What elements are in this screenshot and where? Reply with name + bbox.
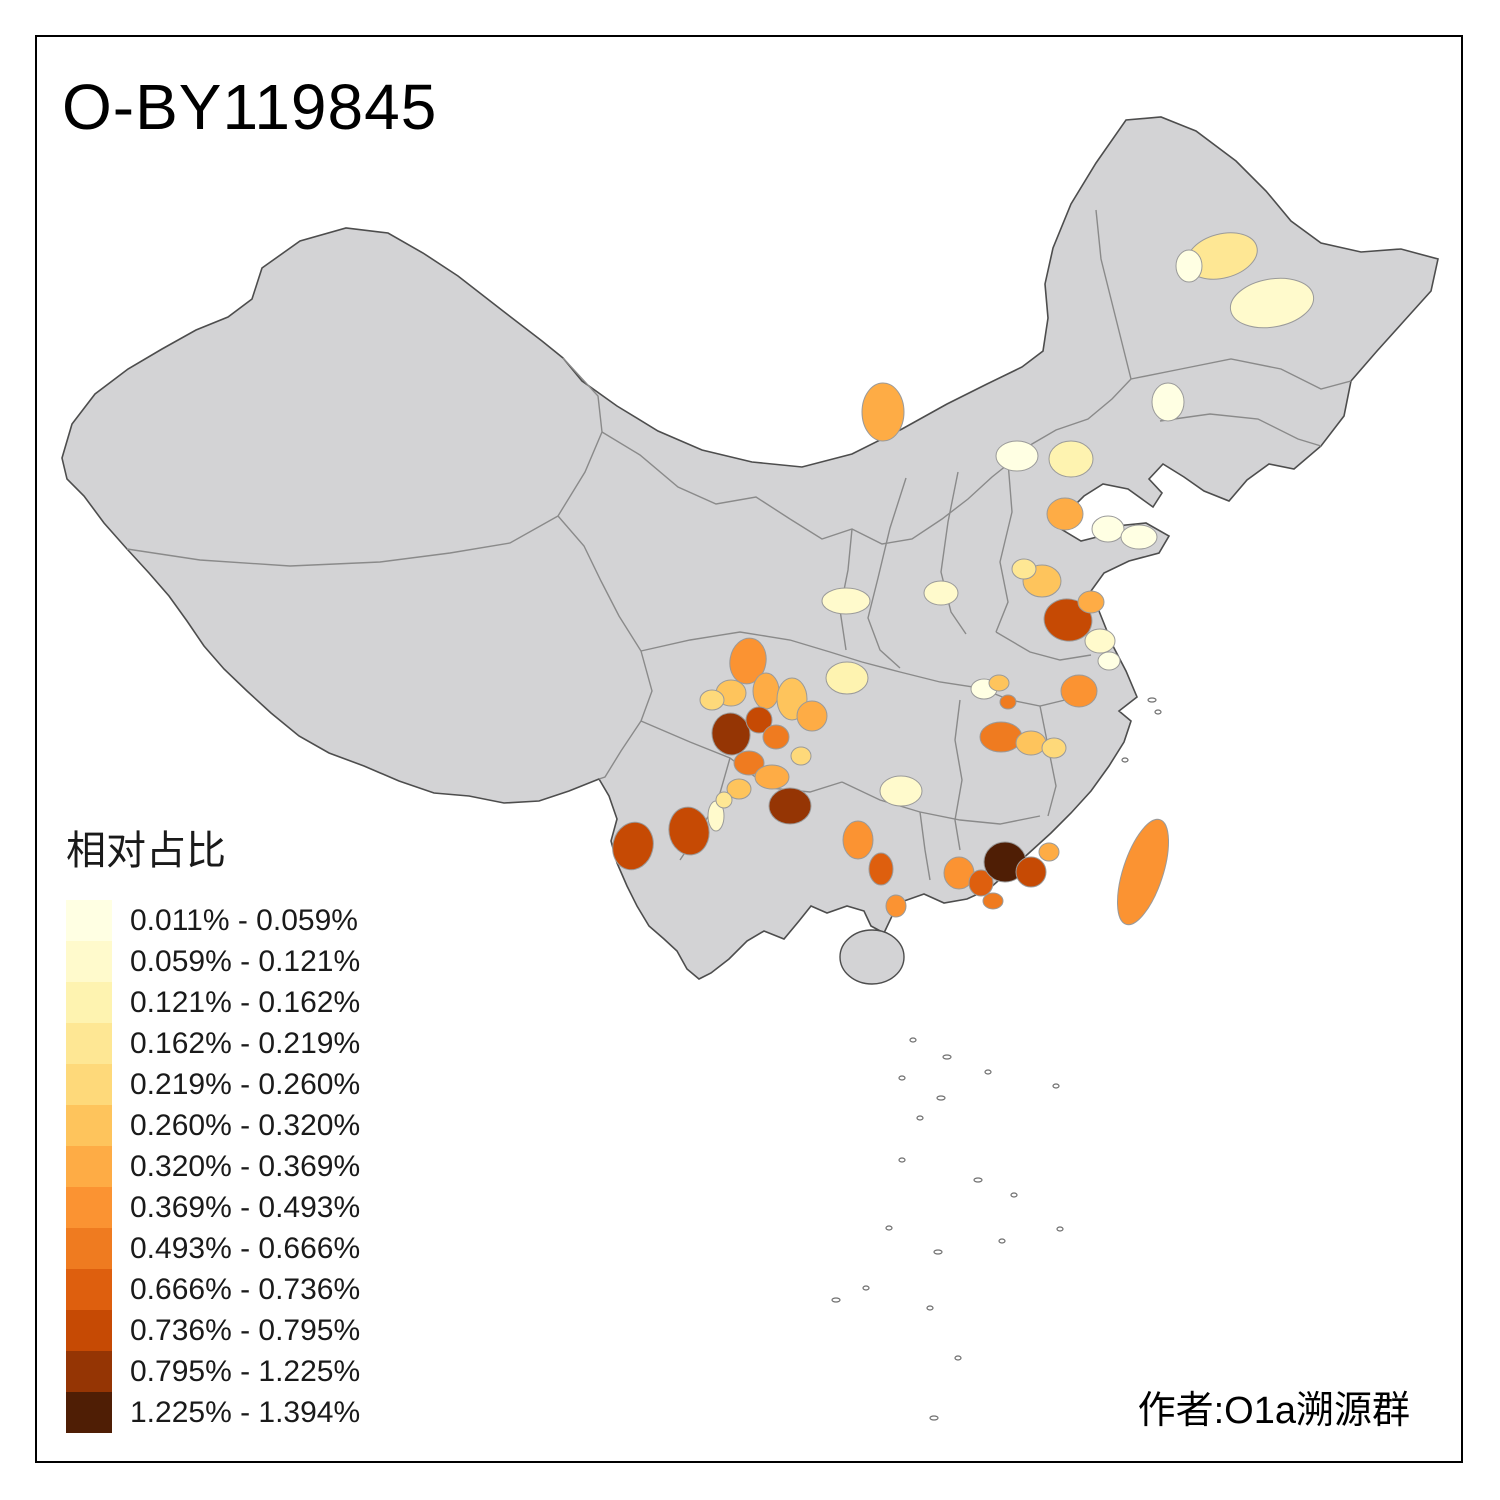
region-patch: [668, 806, 710, 856]
legend-row: 0.059% - 0.121%: [66, 941, 360, 982]
region-patch: [699, 689, 725, 711]
region-patch: [879, 775, 923, 807]
legend-swatch: [66, 941, 112, 982]
legend-row: 0.736% - 0.795%: [66, 1310, 360, 1351]
region-patch: [1060, 674, 1098, 708]
region-patch: [982, 892, 1004, 910]
region-patch: [821, 587, 871, 615]
region-patch: [1077, 590, 1105, 614]
figure-frame: [35, 35, 1463, 1463]
region-patch: [1038, 842, 1060, 862]
legend-swatch: [66, 1269, 112, 1310]
region-patch: [1175, 249, 1203, 283]
legend-label: 0.011% - 0.059%: [130, 903, 358, 937]
region-patch: [1097, 651, 1121, 671]
legend-swatch: [66, 1310, 112, 1351]
legend-label: 1.225% - 1.394%: [130, 1395, 361, 1429]
region-patch: [726, 778, 752, 800]
attribution: 作者:O1a溯源群: [1137, 1390, 1410, 1432]
legend-swatch: [66, 1023, 112, 1064]
legend-swatch: [66, 900, 112, 941]
legend-label: 0.493% - 0.666%: [130, 1231, 361, 1265]
legend-row: 0.121% - 0.162%: [66, 982, 360, 1023]
legend-label: 0.320% - 0.369%: [130, 1149, 361, 1183]
legend-swatch: [66, 1187, 112, 1228]
legend-swatch: [66, 1146, 112, 1187]
legend-row: 0.666% - 0.736%: [66, 1269, 360, 1310]
legend-swatch: [66, 982, 112, 1023]
region-patch: [999, 694, 1017, 710]
legend-row: 0.795% - 1.225%: [66, 1351, 360, 1392]
legend-swatch: [66, 1392, 112, 1433]
region-patch: [796, 700, 828, 732]
legend-row: 0.369% - 0.493%: [66, 1187, 360, 1228]
legend-swatch: [66, 1228, 112, 1269]
region-patch: [1151, 382, 1185, 422]
region-patch: [1046, 497, 1084, 531]
region-patch: [790, 746, 812, 766]
region-patch: [715, 791, 733, 809]
region-patch: [1229, 277, 1315, 329]
legend-swatch: [66, 1064, 112, 1105]
legend-row: 0.162% - 0.219%: [66, 1023, 360, 1064]
region-patch: [1048, 440, 1094, 478]
legend-row: 1.225% - 1.394%: [66, 1392, 360, 1433]
legend-label: 0.795% - 1.225%: [130, 1354, 361, 1388]
legend: 相对占比 0.011% - 0.059% 0.059% - 0.121% 0.1…: [66, 818, 360, 1433]
legend-row: 0.493% - 0.666%: [66, 1228, 360, 1269]
legend-row: 0.011% - 0.059%: [66, 900, 360, 941]
region-patch: [1041, 737, 1067, 759]
region-patch: [1011, 558, 1037, 580]
region-patch: [988, 674, 1010, 692]
region-patch: [1120, 524, 1158, 550]
legend-label: 0.260% - 0.320%: [130, 1108, 361, 1142]
region-patch: [762, 724, 790, 750]
region-patch: [711, 712, 751, 756]
region-patch: [825, 661, 869, 695]
region-patch: [745, 706, 773, 734]
region-patch: [979, 721, 1023, 753]
legend-row: 0.219% - 0.260%: [66, 1064, 360, 1105]
region-patch: [733, 750, 765, 776]
legend-rows: 0.011% - 0.059% 0.059% - 0.121% 0.121% -…: [66, 900, 360, 1433]
region-patch: [1084, 628, 1116, 654]
region-patch: [754, 764, 790, 790]
region-patch: [923, 580, 959, 606]
region-patch: [1015, 856, 1047, 888]
region-patch: [1043, 598, 1093, 642]
legend-row: 0.260% - 0.320%: [66, 1105, 360, 1146]
region-patch: [612, 821, 654, 871]
taiwan-island: [1116, 818, 1170, 926]
region-patch: [868, 852, 894, 886]
region-patch: [768, 787, 812, 825]
legend-label: 0.219% - 0.260%: [130, 1067, 361, 1101]
legend-row: 0.320% - 0.369%: [66, 1146, 360, 1187]
region-patch: [752, 672, 780, 710]
legend-label: 0.666% - 0.736%: [130, 1272, 361, 1306]
legend-label: 0.162% - 0.219%: [130, 1026, 361, 1060]
region-patches: [612, 232, 1315, 926]
legend-label: 0.121% - 0.162%: [130, 985, 361, 1019]
region-patch: [1091, 515, 1125, 543]
legend-label: 0.369% - 0.493%: [130, 1190, 361, 1224]
figure-title: O-BY119845: [62, 71, 438, 143]
region-patch: [995, 440, 1039, 472]
legend-label: 0.059% - 0.121%: [130, 944, 361, 978]
region-patch: [842, 820, 874, 860]
legend-title: 相对占比: [66, 829, 226, 873]
mainland-outline: [61, 116, 1439, 980]
region-patch: [861, 382, 905, 442]
legend-label: 0.736% - 0.795%: [130, 1313, 361, 1347]
region-patch: [885, 894, 907, 918]
region-patch: [1015, 730, 1047, 756]
legend-swatch: [66, 1105, 112, 1146]
province-borders: [126, 209, 1352, 881]
hainan-island: [839, 929, 905, 985]
region-patch: [729, 637, 767, 685]
region-patch: [968, 869, 994, 897]
sea-island-marks: [831, 697, 1162, 1421]
legend-swatch: [66, 1351, 112, 1392]
